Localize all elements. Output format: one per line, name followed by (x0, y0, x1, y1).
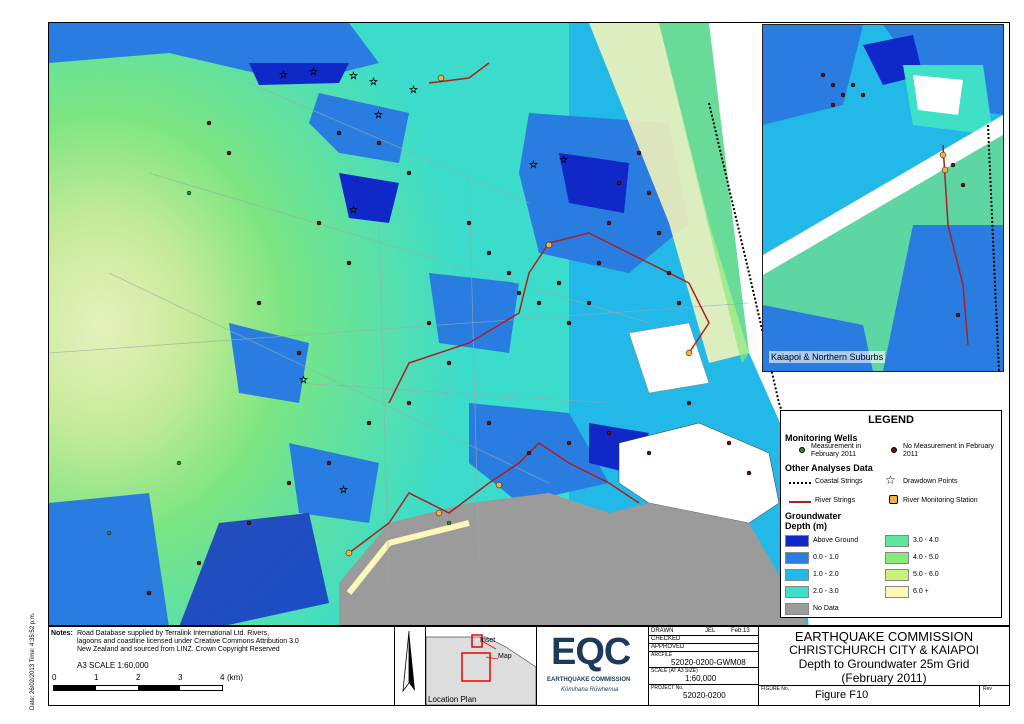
drawdown-points: ☆ ☆ ☆ ☆ ☆ ☆ ☆ ☆ ☆ ☆ ☆ (279, 67, 569, 497)
svg-text:☆: ☆ (529, 160, 538, 171)
notes-label: Notes: (51, 630, 73, 637)
gw-class-swatch (785, 569, 809, 581)
figure-label: FIGURE No. (761, 686, 790, 692)
scale-tick-label: 2 (136, 673, 141, 682)
gw-class-swatch (885, 586, 909, 598)
svg-text:☆: ☆ (339, 485, 348, 496)
legend-other-data: Other Analyses Data (785, 463, 873, 473)
legend-not-measured: No Measurement in February 2011 (903, 443, 995, 458)
scale-label: SCALE (AT A3 SIZE) (651, 668, 698, 674)
well-points (146, 120, 752, 596)
file-value: 52020-0200-GWM08 (671, 658, 746, 667)
gw-class-label: 2.0 - 3.0 (813, 588, 839, 595)
eqc-maori-name: Kōmihana Rūwhenua (561, 687, 619, 693)
svg-text:☆: ☆ (349, 71, 358, 82)
river-station-icon (889, 495, 898, 504)
measured-well-icon (799, 447, 805, 453)
gw-class-swatch (885, 569, 909, 581)
eqc-org-name: EARTHQUAKE COMMISSION (547, 677, 631, 683)
svg-text:☆: ☆ (299, 375, 308, 386)
info-cell: DRAWN JEL Feb.13 CHECKED APPROVED ARCFIL… (649, 627, 759, 705)
approved-label: APPROVED (651, 644, 685, 650)
gw-class-label: No Data (813, 605, 839, 612)
legend-drawdown: Drawdown Points (903, 478, 958, 485)
location-map-label: Map (498, 653, 512, 660)
unmeasured-well-icon (891, 447, 897, 453)
gw-class-label: 6.0 + (913, 588, 929, 595)
title-line-3: Depth to Groundwater 25m Grid (798, 657, 970, 671)
gw-class-label: 5.0 - 6.0 (913, 571, 939, 578)
drawn-by: JEL (705, 628, 716, 634)
svg-text:☆: ☆ (279, 70, 288, 81)
gw-class-swatch (785, 552, 809, 564)
eqc-logo: EQC (551, 631, 631, 673)
north-arrow-icon (402, 631, 415, 693)
svg-text:☆: ☆ (409, 85, 418, 96)
location-plan-label: Location Plan (428, 695, 477, 704)
title-line-1: EARTHQUAKE COMMISSION (794, 629, 974, 644)
location-inset-label: Inset (480, 637, 496, 644)
gw-class-label: 4.0 - 5.0 (913, 554, 939, 561)
svg-text:☆: ☆ (309, 67, 318, 78)
gw-class-swatch (785, 603, 809, 615)
scale-tick-label: 4 (220, 673, 225, 682)
title-line-4: (February 2011) (841, 671, 927, 685)
scale-unit: (km) (227, 673, 243, 682)
file-label: ARCFILE (651, 652, 673, 658)
legend-panel: LEGEND Monitoring Wells Measurement in F… (780, 410, 1002, 618)
svg-text:☆: ☆ (349, 205, 358, 216)
inset-caption: Kaiapoi & Northern Suburbs (769, 351, 886, 363)
main-map[interactable]: ☆ ☆ ☆ ☆ ☆ ☆ ☆ ☆ ☆ ☆ ☆ (48, 22, 1010, 626)
groundwater-map: ☆ ☆ ☆ ☆ ☆ ☆ ☆ ☆ ☆ ☆ ☆ (49, 23, 1009, 625)
drawdown-star-icon: ☆ (885, 473, 896, 487)
side-date-stamp: Date: 26/02/2013 Time: 4:35:52 p.m. (30, 612, 36, 710)
gw-class-swatch (885, 535, 909, 547)
gw-class-label: 3.0 - 4.0 (913, 537, 939, 544)
scale-tick-label: 1 (94, 673, 99, 682)
legend-measured: Measurement in February 2011 (811, 443, 862, 458)
svg-text:☆: ☆ (374, 110, 383, 121)
legend-coastal: Coastal Strings (815, 478, 863, 485)
notes-line-3: New Zealand and sourced from LINZ. Crown… (77, 646, 280, 653)
scale-text: A3 SCALE 1:60,000 (77, 661, 149, 670)
inset-map[interactable]: Kaiapoi & Northern Suburbs (762, 24, 1004, 372)
legend-river: River Strings (815, 497, 856, 504)
location-plan-graphic (426, 634, 536, 705)
rev-label: Rev (983, 686, 992, 692)
gw-class-label: 0.0 - 1.0 (813, 554, 839, 561)
title-cell: EARTHQUAKE COMMISSION CHRISTCHURCH CITY … (759, 627, 1009, 707)
inset-map-graphic (763, 25, 1003, 371)
project-label: PROJECT No. (651, 685, 684, 691)
legend-gw-title: Groundwater Depth (m) (785, 511, 842, 531)
legend-river-station: River Monitoring Station (903, 497, 978, 504)
scale-tick-label: 3 (178, 673, 183, 682)
legend-title: LEGEND (868, 414, 914, 426)
notes-cell: Notes: Road Database supplied by Terrali… (49, 627, 415, 705)
scale-value: 1:60,000 (685, 674, 717, 683)
scale-tick-label: 0 (52, 673, 57, 682)
scale-bar (53, 685, 223, 691)
legend-monitoring-wells: Monitoring Wells (785, 433, 858, 443)
location-plan-cell: Inset Map Location Plan (425, 627, 537, 705)
gw-class-swatch (885, 552, 909, 564)
gw-class-label: 1.0 - 2.0 (813, 571, 839, 578)
checked-label: CHECKED (651, 636, 681, 642)
river-string-icon (789, 501, 811, 503)
figure-number: Figure F10 (815, 689, 869, 701)
drawn-date: Feb.13 (731, 628, 750, 634)
gw-class-swatch (785, 586, 809, 598)
gw-class-swatch (785, 535, 809, 547)
project-value: 52020-0200 (683, 691, 726, 700)
notes-line-1: Road Database supplied by Terralink Inte… (77, 630, 270, 637)
title-line-2: CHRISTCHURCH CITY & KAIAPOI (789, 643, 979, 657)
gw-class-label: Above Ground (813, 537, 859, 544)
svg-text:☆: ☆ (559, 155, 568, 166)
svg-text:☆: ☆ (369, 77, 378, 88)
notes-line-2: lagoons and coastline licensed under Cre… (77, 638, 299, 645)
coastal-string-icon (789, 482, 811, 484)
drawn-label: DRAWN (651, 628, 674, 634)
title-block: Notes: Road Database supplied by Terrali… (48, 626, 1010, 707)
logo-cell: EQC EARTHQUAKE COMMISSION Kōmihana Rūwhe… (537, 627, 649, 705)
